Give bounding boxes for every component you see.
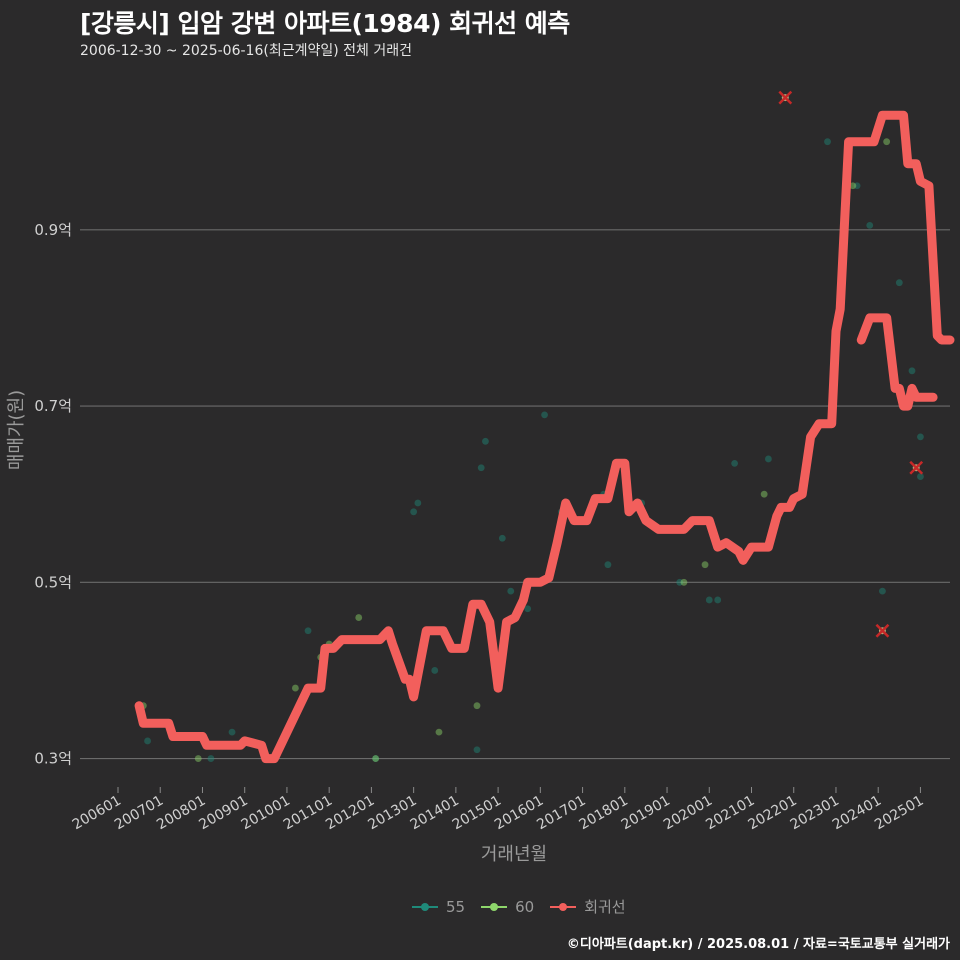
point-55 xyxy=(482,437,489,445)
point-55 xyxy=(879,587,886,595)
point-55 xyxy=(824,138,831,146)
point-55 xyxy=(604,561,612,569)
point-55 xyxy=(853,182,861,190)
x-tick-label: 202501 xyxy=(872,793,926,834)
point-55 xyxy=(524,605,532,613)
point-55 xyxy=(507,587,515,595)
point-60 xyxy=(372,755,380,762)
legend-label-60: 60 xyxy=(515,897,535,916)
point-60 xyxy=(435,728,443,736)
legend-key-60 xyxy=(481,900,508,914)
point-55 xyxy=(917,433,924,441)
outlier-marker xyxy=(875,623,890,638)
point-55 xyxy=(731,459,739,467)
x-axis-label: 거래년월 xyxy=(481,844,547,865)
point-60 xyxy=(291,684,299,692)
chart-title: [강릉시] 입암 강변 아파트(1984) 회귀선 예측 xyxy=(80,9,570,38)
legend-item-60: 60 xyxy=(481,898,534,916)
point-55 xyxy=(473,746,481,754)
point-55 xyxy=(477,464,485,472)
point-55 xyxy=(764,455,772,463)
legend: 55 60 회귀선 xyxy=(412,896,636,917)
point-55 xyxy=(714,596,722,604)
regression-line-0 xyxy=(134,110,955,764)
y-tick-label: 0.9억 xyxy=(34,221,72,239)
point-55 xyxy=(895,279,903,287)
point-55 xyxy=(414,499,422,507)
legend-label-regression: 회귀선 xyxy=(584,898,626,916)
point-60 xyxy=(701,561,709,569)
point-55 xyxy=(431,667,439,674)
chart-subtitle: 2006-12-30 ~ 2025-06-16(최근계약일) 전체 거래건 xyxy=(80,43,412,59)
point-60 xyxy=(194,755,202,762)
point-60 xyxy=(883,138,891,146)
legend-key-regression xyxy=(550,900,577,914)
outlier-marker xyxy=(778,90,793,105)
point-55 xyxy=(207,755,215,762)
point-55 xyxy=(410,508,418,516)
point-55 xyxy=(705,596,713,604)
point-60 xyxy=(849,182,857,190)
legend-item-55: 55 xyxy=(412,898,465,916)
legend-label-55: 55 xyxy=(446,897,466,916)
point-60 xyxy=(760,490,768,498)
point-55 xyxy=(372,755,380,762)
point-55 xyxy=(908,367,916,375)
legend-key-55 xyxy=(412,900,438,914)
source-caption: ©디아파트(dapt.kr) / 2025.08.01 / 자료=국토교통부 실… xyxy=(566,937,950,952)
point-60 xyxy=(473,702,481,710)
y-tick-label: 0.5억 xyxy=(34,573,72,591)
point-55 xyxy=(866,222,874,229)
y-tick-label: 0.7억 xyxy=(34,397,72,415)
point-55 xyxy=(541,411,548,419)
point-55 xyxy=(917,473,924,480)
point-60 xyxy=(355,614,363,621)
outlier-marker xyxy=(909,460,924,475)
point-55 xyxy=(676,578,684,586)
point-55 xyxy=(304,627,312,635)
point-55 xyxy=(498,534,506,542)
point-60 xyxy=(680,578,688,586)
regression-line-1 xyxy=(856,313,938,411)
point-55 xyxy=(228,728,236,736)
y-axis-label: 매매가(원) xyxy=(6,390,27,470)
y-tick-label: 0.3억 xyxy=(34,750,72,768)
point-55 xyxy=(144,737,151,745)
legend-item-regression: 회귀선 xyxy=(550,896,626,917)
